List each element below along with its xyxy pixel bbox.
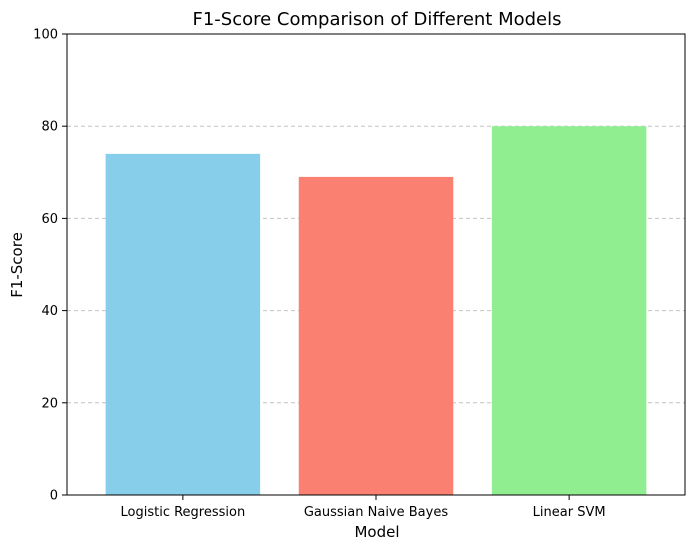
x-tick-label: Linear SVM [533,505,606,520]
x-tick-label: Logistic Regression [121,505,246,520]
y-tick-label: 20 [41,396,58,411]
x-tick-label: Gaussian Naive Bayes [304,505,448,520]
chart-title: F1-Score Comparison of Different Models [192,9,561,30]
bar [105,153,261,496]
x-axis-title: Model [354,523,399,541]
y-tick-label: 100 [33,28,58,43]
y-tick-label: 60 [41,212,58,227]
y-tick-label: 0 [50,489,58,504]
y-tick-label: 40 [41,304,58,319]
bar [491,126,647,495]
y-axis: 0 20 40 60 80 100 [33,28,67,504]
x-axis: Logistic Regression Gaussian Naive Bayes L… [121,495,606,520]
bars [105,126,647,496]
y-tick-label: 80 [41,120,58,135]
y-axis-title: F1-Score [8,232,26,298]
bar [298,176,454,495]
